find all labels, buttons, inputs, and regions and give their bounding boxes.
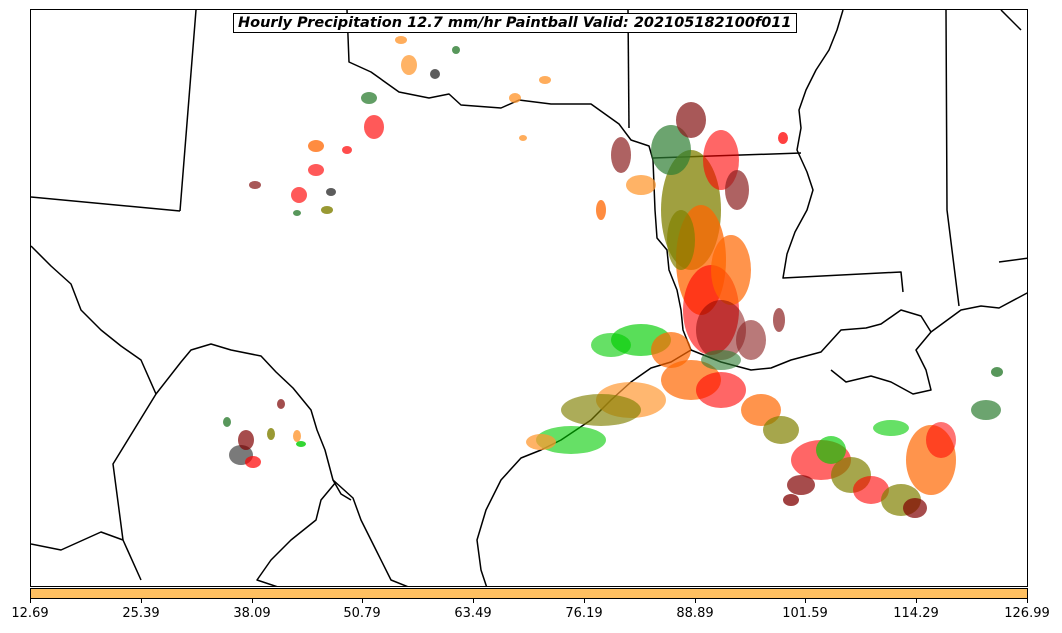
state-border-al-ga [1000,10,1022,31]
precip-blob [249,181,261,189]
colorbar-tick-mark [695,599,696,603]
precip-blob [245,456,261,468]
colorbar-tick-mark [473,599,474,603]
precip-blob [401,55,417,75]
precip-blob [452,46,460,54]
colorbar [30,588,1028,599]
coastline-louisiana [690,309,932,395]
precip-blob [519,135,527,141]
precip-blob [763,416,799,444]
precip-blob [342,146,352,154]
colorbar-tick-mark [1027,599,1028,603]
colorbar-tick-mark [30,599,31,603]
state-border-fl [998,257,1027,263]
precip-blob [591,333,631,357]
precip-blob [238,430,254,450]
precip-blob [561,394,641,426]
precip-blob [526,434,556,450]
precip-blob [926,422,956,458]
precip-blob [783,494,799,506]
precip-blob [364,115,384,139]
mexico-state-border-3 [256,481,337,586]
colorbar-tick-label: 126.99 [1004,606,1050,621]
precip-blob [853,476,889,504]
precip-blob [277,399,285,409]
precip-blob [667,210,695,270]
colorbar-tick-mark [362,599,363,603]
state-border-tx-la [652,159,692,351]
precip-blob [267,428,275,440]
precip-blob [361,92,377,104]
mississippi-river [782,10,904,293]
precip-blob [903,498,927,518]
colorbar-tick-label: 63.49 [454,606,492,621]
precip-blob [651,332,691,368]
colorbar-tick-label: 38.09 [233,606,271,621]
precip-blob [736,320,766,360]
coastline-texas [476,349,692,586]
precip-blob [816,436,846,464]
precip-blob [539,76,551,84]
colorbar-tick-label: 101.59 [782,606,828,621]
precip-blob [676,102,706,138]
precip-blob [296,441,306,447]
precip-blob [536,426,606,454]
colorbar-tick-label: 25.39 [122,606,160,621]
precip-blob [293,210,301,216]
colorbar-tick-mark [805,599,806,603]
precip-blob [971,400,1001,420]
coastline-ms-al [930,292,1027,333]
precip-blob [293,430,301,442]
colorbar-tick-mark [584,599,585,603]
mexico-state-border-4 [332,479,352,501]
mexico-state-border-2 [31,531,142,581]
precip-blob [778,132,788,144]
colorbar-tick-label: 50.79 [343,606,381,621]
map-title: Hourly Precipitation 12.7 mm/hr Paintbal… [233,13,797,33]
state-border-ms-al [945,10,960,307]
precip-blob [711,235,751,305]
state-border-nm-south [31,196,181,212]
precip-blob [741,394,781,426]
precip-blob [626,175,656,195]
precip-blob [991,367,1003,377]
precip-blob [308,140,324,152]
map-panel [30,9,1028,587]
colorbar-tick-label: 88.89 [676,606,714,621]
precip-blob [223,417,231,427]
precip-blob [321,206,333,214]
colorbar-tick-label: 12.69 [11,606,49,621]
precip-blob [787,475,815,495]
precip-blob [773,308,785,332]
precip-blob [701,350,741,370]
precip-blob [651,125,691,175]
precip-blob [395,36,407,44]
colorbar-tick-mark [916,599,917,603]
colorbar-tick-mark [252,599,253,603]
precip-blob [308,164,324,176]
precip-blob [509,93,521,103]
state-border-red-river [346,10,654,161]
precip-blob [696,300,746,360]
precip-blob [326,188,336,196]
border-us-mexico [31,245,409,586]
precip-blob [291,187,307,203]
map-canvas [31,10,1027,586]
precip-blob [611,137,631,173]
precip-blob [873,420,909,436]
state-border-nm-east [179,10,197,212]
colorbar-tick-label: 76.19 [565,606,603,621]
precip-blob [596,200,606,220]
precipitation-contours [223,36,1003,518]
mexico-state-border-1 [112,393,157,541]
precip-blob [725,170,749,210]
colorbar-tick-mark [141,599,142,603]
colorbar-tick-label: 114.29 [893,606,939,621]
precip-blob [696,372,746,408]
precip-blob [430,69,440,79]
